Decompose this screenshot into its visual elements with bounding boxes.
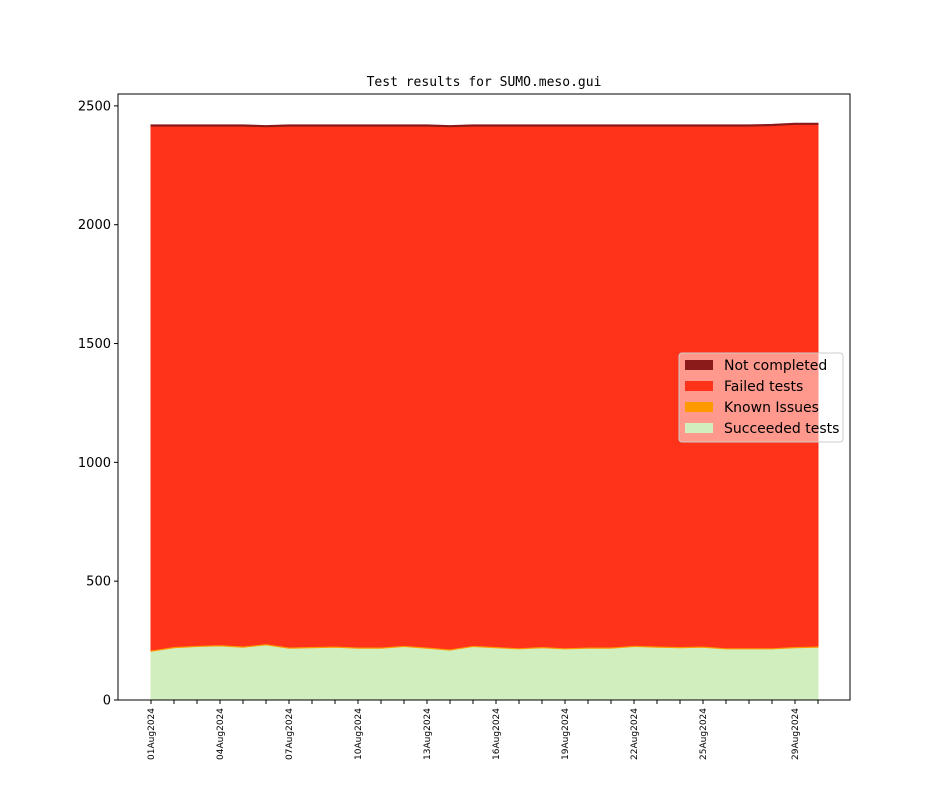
area-series-group [150,122,819,701]
y-axis: 0 500 1000 1500 2000 2500 [78,99,118,709]
legend-swatch [685,402,713,412]
legend-label: Succeeded tests [724,421,839,437]
x-tick-label: 01Aug2024 [147,708,157,760]
legend-label: Failed tests [724,379,803,395]
y-tick-label: 0 [103,694,111,709]
x-tick-label: 04Aug2024 [216,708,226,760]
chart-title: Test results for SUMO.meso.gui [367,75,602,90]
x-tick-label: 16Aug2024 [492,708,502,760]
legend: Not completed Failed tests Known Issues Suc… [678,352,844,443]
legend-box [678,352,844,443]
x-tick-label: 29Aug2024 [791,708,801,760]
y-tick-label: 2500 [78,99,111,114]
x-tick-label: 13Aug2024 [423,708,433,760]
y-tick-label: 2000 [78,218,111,233]
plot-frame [117,93,851,701]
y-tick-label: 1500 [78,337,111,352]
y-tick-label: 1000 [78,456,111,471]
legend-swatch [685,423,713,433]
y-tick-label: 500 [86,575,111,590]
area-succeeded-tests [150,644,819,701]
x-tick-label: 19Aug2024 [561,708,571,760]
x-axis: 01Aug2024 04Aug2024 07Aug2024 10Aug2024 13Au… [147,700,819,760]
legend-label: Not completed [724,358,827,374]
legend-swatch [685,381,713,391]
legend-swatch [685,360,713,370]
x-tick-label: 22Aug2024 [630,708,640,760]
area-not-completed [150,122,819,128]
x-tick-label: 25Aug2024 [699,708,709,760]
legend-label: Known Issues [724,400,819,416]
x-tick-label: 10Aug2024 [354,708,364,760]
x-tick-label: 07Aug2024 [285,708,295,760]
